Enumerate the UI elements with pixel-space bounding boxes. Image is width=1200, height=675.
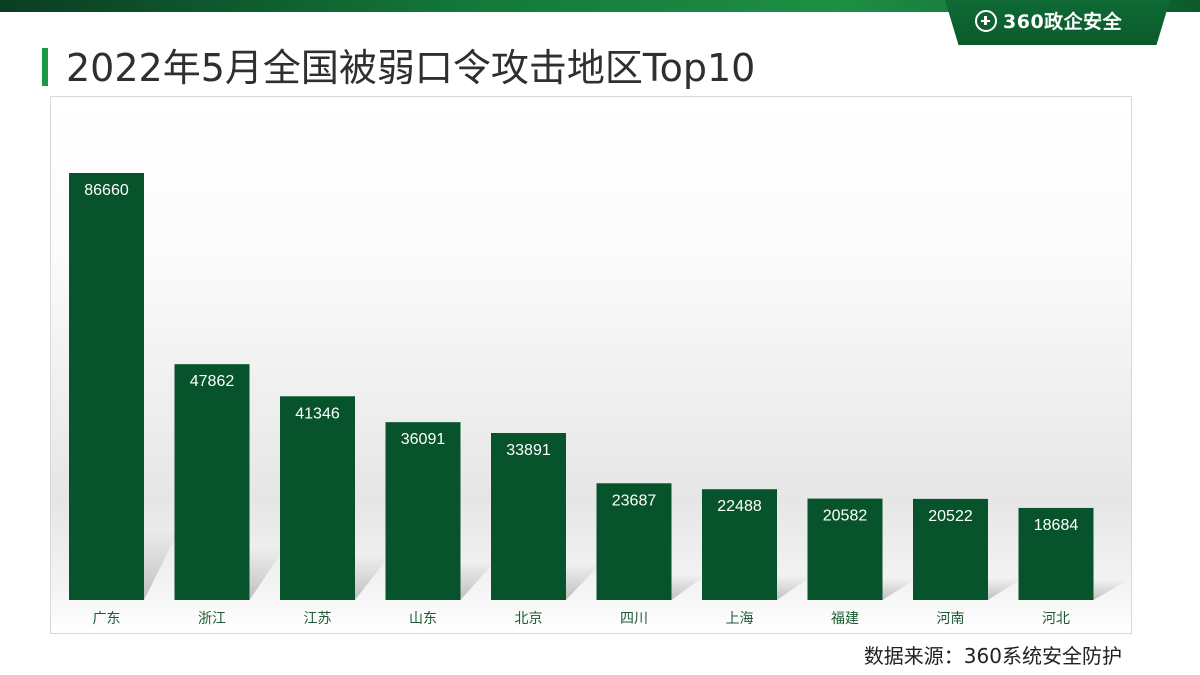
x-tick-label: 四川 <box>620 611 648 627</box>
plus-circle-icon <box>975 10 997 32</box>
bar <box>1018 507 1094 600</box>
bar <box>280 396 355 600</box>
title-accent-bar <box>42 48 48 86</box>
data-source-note: 数据来源：360系统安全防护 <box>863 644 1122 668</box>
bar-value-label: 36091 <box>401 431 446 448</box>
bar-value-label: 22488 <box>717 498 762 515</box>
bar <box>702 489 777 600</box>
chart-frame: 86660 47862 41346 36091 33891 23687 22488 20582… <box>50 96 1132 634</box>
bar-value-label: 41346 <box>295 405 340 422</box>
brand-logo-text: 360政企安全 <box>1003 11 1123 33</box>
bar-value-label: 86660 <box>84 182 129 199</box>
bar-value-label: 20582 <box>823 508 868 525</box>
x-tick-label: 浙江 <box>198 611 226 627</box>
bar-value-label: 18684 <box>1034 517 1079 534</box>
bar-value-label: 47862 <box>190 373 235 390</box>
x-tick-label: 江苏 <box>304 611 332 627</box>
bar <box>596 483 672 600</box>
bar-value-label: 33891 <box>506 442 551 459</box>
bar <box>174 364 250 600</box>
bar <box>69 173 144 600</box>
bar <box>913 498 988 600</box>
bar <box>807 498 883 600</box>
x-tick-label: 福建 <box>831 611 859 627</box>
x-tick-label: 广东 <box>93 611 121 627</box>
x-tick-label: 山东 <box>409 611 437 627</box>
x-tick-label: 河北 <box>1042 611 1070 627</box>
bar <box>491 433 566 600</box>
bar-value-label: 20522 <box>928 508 973 525</box>
page-title: 2022年5月全国被弱口令攻击地区Top10 <box>66 46 756 90</box>
bar-value-label: 23687 <box>612 492 657 509</box>
x-tick-label: 北京 <box>515 611 543 627</box>
bar-chart: 86660 47862 41346 36091 33891 23687 22488 20582… <box>69 173 1129 627</box>
x-tick-label: 上海 <box>726 611 754 627</box>
bar <box>385 422 461 600</box>
x-tick-label: 河南 <box>937 611 965 627</box>
top-banner <box>0 0 1200 12</box>
